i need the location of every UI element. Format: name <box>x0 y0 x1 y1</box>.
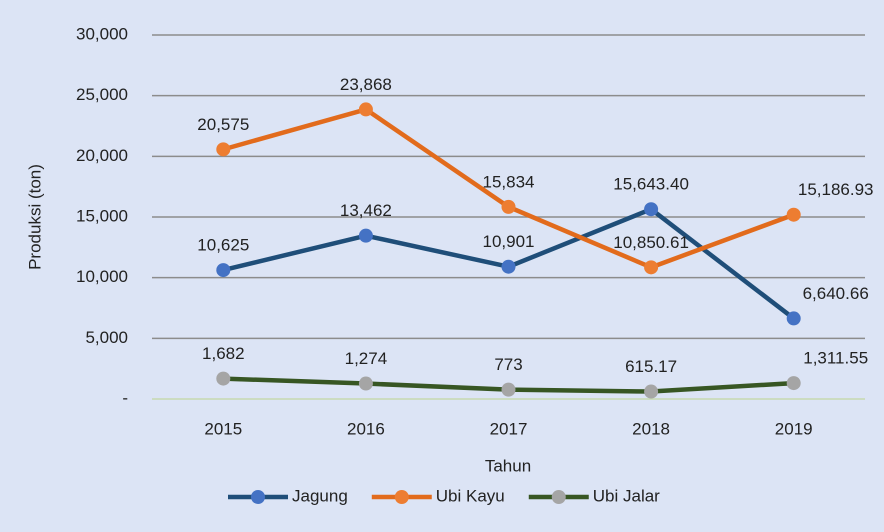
legend-label: Ubi Kayu <box>436 486 505 505</box>
x-tick-label: 2018 <box>632 419 670 438</box>
data-label: 10,850.61 <box>613 233 689 252</box>
y-axis-label: Produksi (ton) <box>25 164 44 270</box>
data-point <box>216 371 231 386</box>
y-tick-label: - <box>122 388 128 407</box>
data-point <box>786 207 801 222</box>
data-label: 15,186.93 <box>798 180 874 199</box>
data-point <box>501 382 516 397</box>
x-tick-label: 2016 <box>347 419 385 438</box>
data-point <box>216 142 231 157</box>
data-point <box>786 376 801 391</box>
data-label: 15,834 <box>483 172 535 191</box>
legend-marker <box>251 490 265 504</box>
data-label: 23,868 <box>340 75 392 94</box>
data-label: 615.17 <box>625 357 677 376</box>
data-point <box>216 263 231 278</box>
data-label: 10,625 <box>197 236 249 255</box>
data-point <box>358 376 373 391</box>
y-tick-label: 25,000 <box>76 85 128 104</box>
data-point <box>358 102 373 117</box>
y-tick-label: 15,000 <box>76 206 128 225</box>
x-tick-label: 2015 <box>204 419 242 438</box>
data-label: 20,575 <box>197 115 249 134</box>
data-point <box>501 259 516 274</box>
data-label: 15,643.40 <box>613 175 689 194</box>
x-tick-label: 2017 <box>490 419 528 438</box>
data-label: 1,311.55 <box>803 349 868 368</box>
legend-label: Ubi Jalar <box>593 486 660 505</box>
data-label: 1,274 <box>345 349 388 368</box>
data-label: 6,640.66 <box>803 284 869 303</box>
y-tick-label: 5,000 <box>85 328 128 347</box>
data-point <box>358 228 373 243</box>
data-point <box>644 202 659 217</box>
data-point <box>501 199 516 214</box>
data-label: 10,901 <box>483 232 535 251</box>
legend-label: Jagung <box>292 486 348 505</box>
x-tick-label: 2019 <box>775 419 813 438</box>
data-label: 13,462 <box>340 201 392 220</box>
legend-marker <box>394 490 409 504</box>
data-point <box>644 384 659 399</box>
y-tick-label: 20,000 <box>76 146 128 165</box>
legend-marker <box>551 490 566 504</box>
data-point <box>786 311 801 326</box>
y-tick-label: 10,000 <box>76 267 128 286</box>
x-axis-label: Tahun <box>485 456 531 475</box>
data-label: 1,682 <box>202 344 245 363</box>
y-tick-label: 30,000 <box>76 24 128 43</box>
data-label: 773 <box>494 355 522 374</box>
data-point <box>644 260 659 275</box>
